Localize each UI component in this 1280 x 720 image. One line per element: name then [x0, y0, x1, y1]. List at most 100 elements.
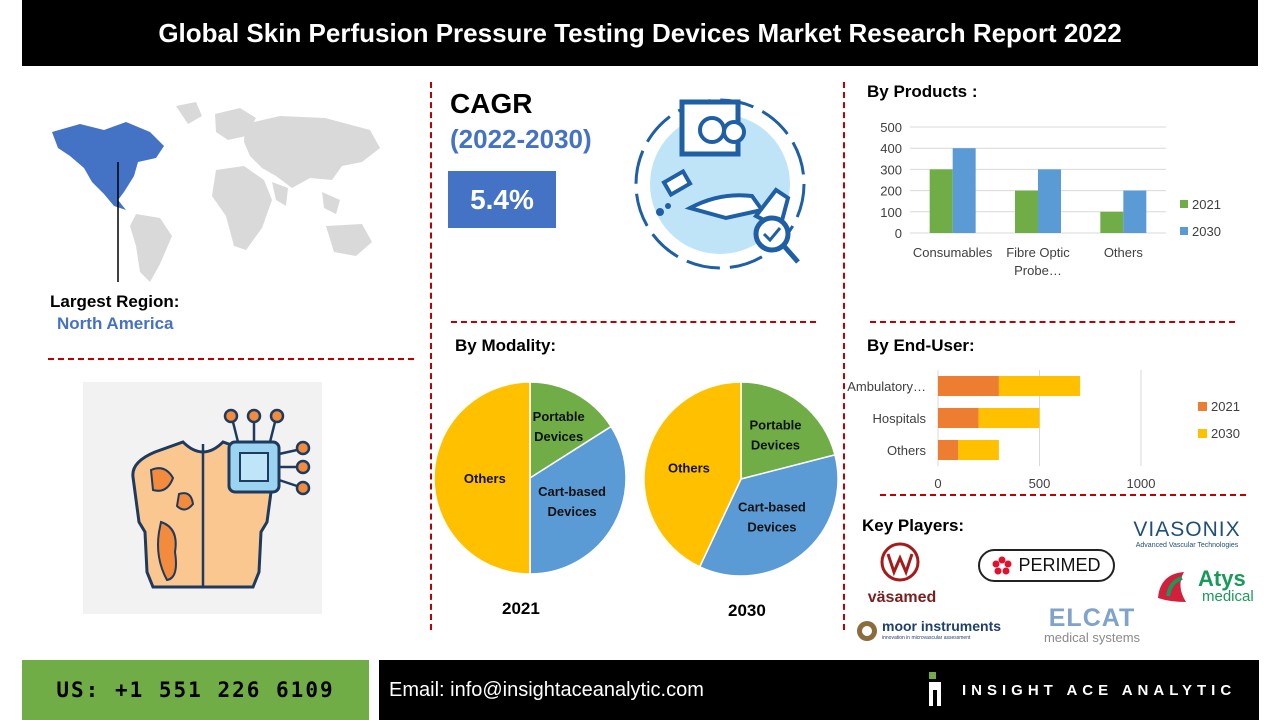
bar-2021 [938, 376, 999, 396]
vasamed-logo-mark [880, 542, 920, 582]
modality-pie-2021: Portable Devices Cart-based Devices Others [433, 381, 627, 575]
world-map-land [130, 102, 380, 282]
legend-swatch [1180, 227, 1188, 235]
perimed-flower-icon [992, 556, 1012, 574]
footer-phone[interactable]: US: +1 551 226 6109 [56, 678, 335, 702]
world-map [52, 102, 380, 282]
title-banner: Global Skin Perfusion Pressure Testing D… [22, 0, 1258, 66]
legend-label: 2030 [1211, 426, 1240, 441]
pie-slice [740, 381, 836, 480]
cagr-value: 5.4% [470, 183, 534, 215]
bar-2021 [938, 440, 959, 460]
x-tick-label: 500 [1029, 476, 1051, 491]
atys-logo: Atys medical [1154, 566, 1254, 608]
bar-2030 [958, 440, 999, 460]
divider-vertical-1 [430, 82, 432, 630]
moor-logo: moor instruments innovation in microvasc… [856, 618, 1006, 644]
pie-slice-label: Portable [749, 418, 801, 433]
footer-contact-panel: Email: info@insightaceanalytic.com INSIG… [379, 660, 1259, 720]
legend-swatch [1198, 402, 1207, 411]
y-tick-label: Others [887, 443, 927, 458]
pie-slice [529, 381, 613, 480]
divider-vertical-2 [843, 82, 845, 630]
y-tick-label: 100 [880, 205, 902, 220]
y-tick-label: 400 [880, 141, 902, 156]
viasonix-logo: VIASONIX Advanced Vascular Technologies [1122, 518, 1252, 549]
modality-section-title: By Modality: [455, 336, 557, 355]
y-tick-label: 300 [880, 162, 902, 177]
key-players-title: Key Players: [862, 516, 965, 535]
skin-icon-panel [83, 382, 322, 614]
x-tick-label: 1000 [1127, 476, 1156, 491]
pie-slice-label: Portable [533, 409, 585, 424]
pie-slice-label: Cart-based [538, 484, 606, 499]
cagr-value-box: 5.4% [448, 171, 556, 228]
pie-2030-year-label: 2030 [728, 601, 766, 620]
moor-logo-text: moor instruments [882, 618, 1002, 634]
testing-illustration-icon [634, 98, 806, 270]
divider-middle [451, 321, 816, 323]
cagr-years: (2022-2030) [450, 124, 592, 154]
atys-logo-mark [1158, 572, 1186, 602]
divider-right-top [870, 321, 1235, 323]
legend-label: 2021 [1192, 197, 1221, 212]
y-tick-label: Hospitals [873, 411, 927, 426]
divider-left [48, 358, 414, 360]
bar-2021 [1015, 190, 1038, 233]
elcat-logo-text: ELCAT [1048, 604, 1136, 632]
legend-label: 2030 [1192, 224, 1221, 239]
products-section-title: By Products : [867, 82, 978, 101]
vasamed-logo: väsamed [860, 540, 944, 612]
footer-brand: INSIGHT ACE ANALYTIC [962, 682, 1237, 699]
cagr-title: CAGR [450, 88, 533, 119]
north-america-highlight [52, 122, 164, 210]
pie-slice-label: Others [668, 460, 710, 475]
bar-2021 [929, 169, 953, 233]
bar-2030 [1038, 169, 1061, 233]
pie-slice [433, 381, 531, 575]
atys-logo-subtext: medical [1202, 588, 1254, 605]
largest-region-label: Largest Region: [50, 292, 180, 311]
modality-pie-2030: Portable Devices Cart-based Devices Others [643, 381, 839, 577]
pie-slice [643, 381, 742, 568]
pie-slice [529, 425, 627, 575]
y-tick-label: 0 [895, 226, 902, 241]
pie-2021-year-label: 2021 [502, 599, 540, 618]
bar-2030 [978, 408, 1040, 428]
pie-slice [698, 453, 839, 577]
pie-slice-label: Devices [534, 429, 583, 444]
pie-slice-label: Devices [747, 519, 796, 534]
y-tick-label: Ambulatory… [847, 379, 926, 394]
bar-2021 [938, 408, 979, 428]
pie-slice-label: Devices [751, 438, 800, 453]
viasonix-tagline: Advanced Vascular Technologies [1135, 542, 1239, 549]
legend-swatch [1198, 429, 1207, 438]
products-bar-chart: 0 100 200 300 400 500 Consumables Fibre Optic Pr… [880, 120, 1221, 278]
y-tick-label: 500 [880, 120, 902, 135]
x-tick-label: Others [1104, 245, 1144, 260]
bar-2030 [998, 376, 1081, 396]
bar-2030 [952, 148, 976, 233]
page-title: Global Skin Perfusion Pressure Testing D… [158, 17, 1122, 48]
perimed-logo: PERIMED [978, 549, 1115, 582]
moor-logo-mark [857, 621, 877, 641]
end-user-bar-chart: 0 500 1000 Ambulatory… Hospitals Others 2021 20… [847, 370, 1240, 491]
pie-slice-label: Others [464, 471, 506, 486]
x-tick-label: 0 [934, 476, 941, 491]
elcat-logo: ELCAT medical systems [1034, 604, 1150, 646]
bar-2030 [1123, 190, 1147, 233]
y-tick-label: 200 [880, 184, 902, 199]
legend-label: 2021 [1211, 399, 1240, 414]
elcat-logo-subtext: medical systems [1043, 630, 1141, 645]
body-chip-icon [131, 408, 311, 589]
viasonix-logo-text: VIASONIX [1133, 518, 1241, 541]
atys-logo-text: Atys [1198, 566, 1246, 591]
x-tick-label: Fibre Optic [1006, 245, 1070, 260]
footer-email[interactable]: Email: info@insightaceanalytic.com [389, 679, 704, 701]
vasamed-logo-text: väsamed [867, 589, 937, 606]
pie-slice-label: Devices [547, 504, 596, 519]
x-tick-label: Consumables [913, 245, 993, 260]
perimed-logo-text: PERIMED [1018, 555, 1101, 575]
end-user-section-title: By End-User: [867, 336, 975, 355]
